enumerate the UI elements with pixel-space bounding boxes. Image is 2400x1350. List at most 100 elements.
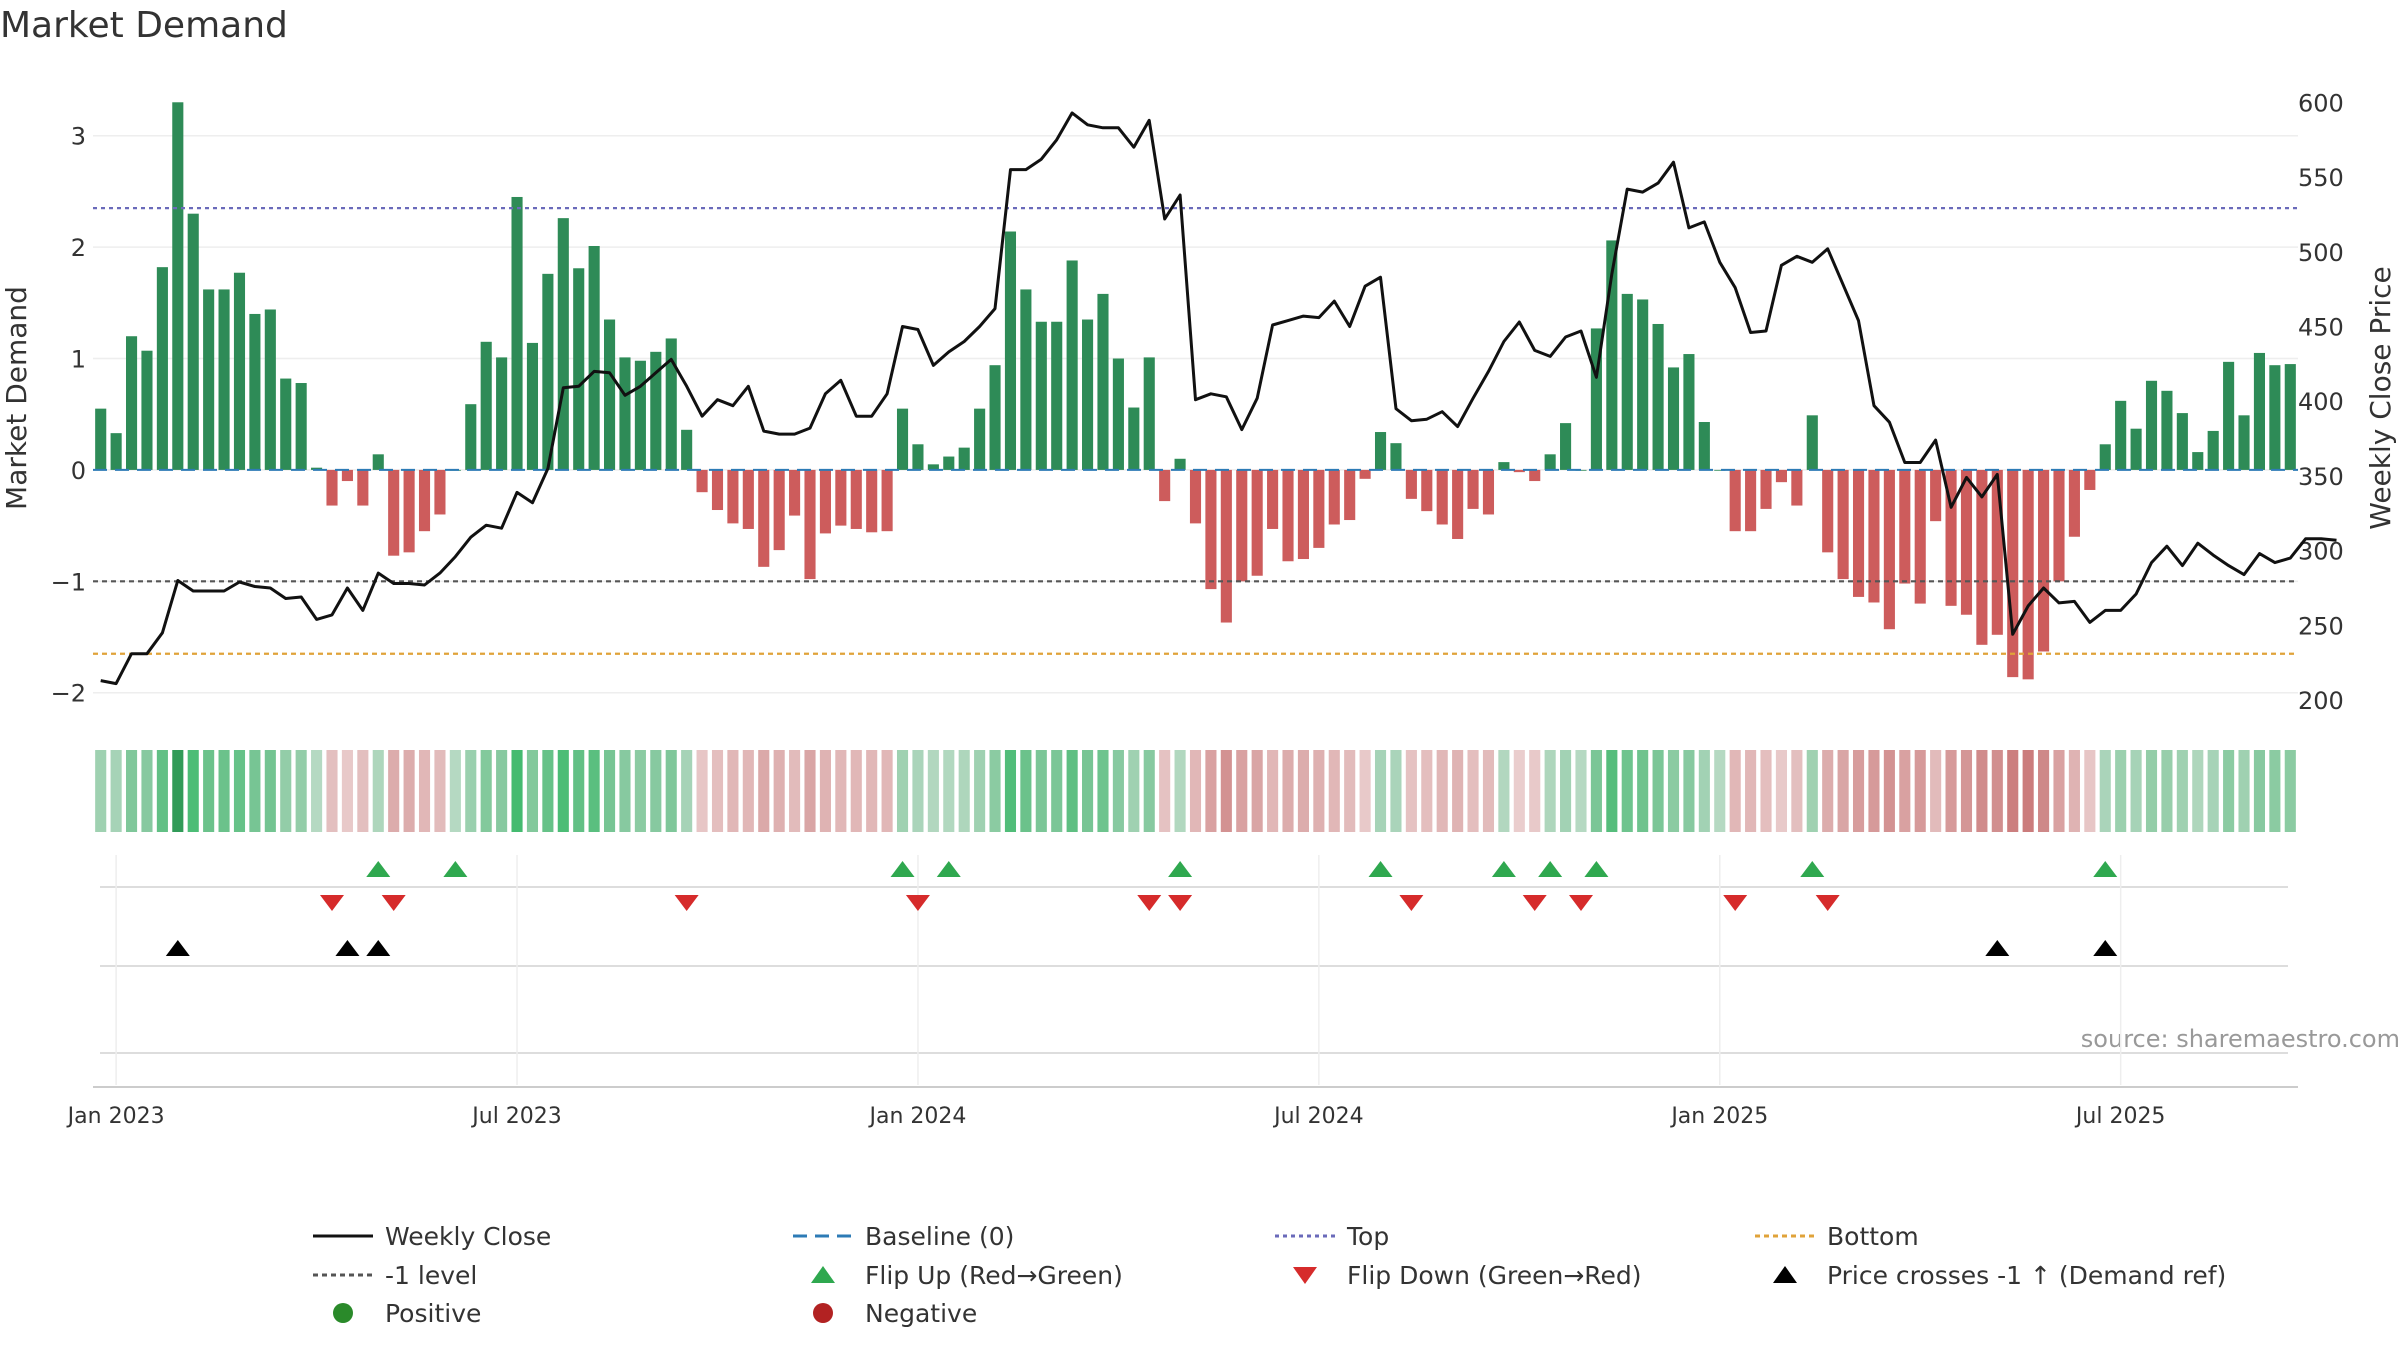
heat-cell bbox=[1452, 750, 1464, 832]
y2-tick-label: 450 bbox=[2298, 314, 2344, 342]
x-tick-label: Jul 2023 bbox=[470, 1104, 562, 1129]
heat-cell bbox=[2038, 750, 2050, 832]
demand-bar bbox=[1498, 462, 1510, 470]
heat-cell bbox=[1560, 750, 1572, 832]
flip-up-marker bbox=[1538, 861, 1563, 877]
demand-bar bbox=[2038, 469, 2050, 652]
demand-bar bbox=[172, 102, 184, 470]
heat-cell bbox=[1251, 750, 1263, 832]
demand-bar bbox=[1683, 354, 1695, 470]
demand-bar bbox=[2053, 469, 2065, 582]
heat-cell bbox=[1189, 750, 1202, 832]
demand-bar bbox=[604, 319, 616, 470]
flip-up-marker bbox=[1491, 861, 1516, 877]
demand-bar bbox=[1405, 469, 1417, 499]
demand-bar bbox=[789, 469, 801, 516]
heat-cell bbox=[1745, 750, 1757, 832]
demand-bar bbox=[2007, 469, 2019, 678]
heat-cell bbox=[141, 750, 153, 832]
heat-cell bbox=[2115, 750, 2127, 832]
demand-bar bbox=[1143, 357, 1155, 470]
heat-cell bbox=[1868, 750, 1880, 832]
flip-up-marker bbox=[1800, 861, 1825, 877]
demand-bar bbox=[634, 360, 646, 470]
x-tick-label: Jan 2024 bbox=[867, 1104, 966, 1129]
heat-cell bbox=[1667, 750, 1680, 832]
y2-axis-label: Weekly Close Price bbox=[2364, 266, 2397, 529]
heat-cell bbox=[1852, 750, 1865, 832]
heat-cell bbox=[233, 750, 246, 832]
flip-up-marker bbox=[1168, 861, 1193, 877]
price-cross-marker bbox=[1985, 940, 2010, 956]
demand-bar bbox=[974, 408, 986, 470]
demand-bar bbox=[526, 342, 539, 470]
heat-cell bbox=[1051, 750, 1063, 832]
heat-cell bbox=[125, 750, 138, 832]
heat-cell bbox=[280, 750, 292, 832]
heat-cell bbox=[1159, 750, 1171, 832]
demand-bar bbox=[1344, 469, 1356, 521]
flip-up-marker bbox=[1584, 861, 1609, 877]
flip-down-marker bbox=[320, 895, 345, 911]
price-cross-marker bbox=[2093, 940, 2118, 956]
heat-cell bbox=[850, 750, 862, 832]
demand-bar bbox=[1991, 469, 2003, 635]
heat-cell bbox=[1729, 750, 1741, 832]
price-cross-marker bbox=[366, 940, 391, 956]
heat-cell bbox=[1698, 750, 1710, 832]
heat-cell bbox=[989, 750, 1001, 832]
price-series bbox=[100, 111, 2337, 686]
heat-cell bbox=[1791, 750, 1803, 832]
heat-cell bbox=[1066, 750, 1078, 832]
demand-bar bbox=[203, 289, 215, 470]
demand-bar bbox=[1020, 289, 1032, 470]
demand-bar bbox=[927, 464, 939, 470]
y2-tick-label: 550 bbox=[2298, 164, 2344, 192]
demand-bar bbox=[727, 469, 739, 524]
heat-cell bbox=[896, 750, 909, 832]
demand-bar bbox=[773, 469, 785, 551]
demand-bar bbox=[156, 267, 168, 470]
demand-bar bbox=[1899, 469, 1911, 584]
demand-bar bbox=[418, 469, 431, 532]
heat-cell bbox=[2053, 750, 2065, 832]
demand-bar bbox=[233, 272, 246, 470]
y-tick-label: 0 bbox=[71, 457, 86, 485]
legend-swatch bbox=[811, 1266, 835, 1283]
demand-bar bbox=[1960, 469, 1973, 615]
demand-bar bbox=[989, 365, 1001, 470]
heat-cell bbox=[295, 750, 307, 832]
demand-bar bbox=[357, 469, 369, 506]
demand-bar bbox=[1313, 469, 1325, 548]
heat-cell bbox=[727, 750, 739, 832]
signal-rows bbox=[100, 855, 2288, 1085]
heat-cell bbox=[974, 750, 986, 832]
demand-bar bbox=[588, 245, 600, 470]
flip-up-marker bbox=[1368, 861, 1393, 877]
demand-bar bbox=[1066, 260, 1078, 470]
demand-bar bbox=[403, 469, 415, 553]
heat-cell bbox=[542, 750, 554, 832]
heat-cell bbox=[1313, 750, 1325, 832]
flip-down-marker bbox=[1168, 895, 1193, 911]
demand-bar bbox=[1267, 469, 1279, 529]
heat-cell bbox=[1004, 750, 1017, 832]
heat-cell bbox=[711, 750, 724, 832]
heat-cell bbox=[1991, 750, 2003, 832]
demand-bar bbox=[2207, 430, 2219, 470]
demand-bar bbox=[1159, 469, 1171, 502]
demand-bar bbox=[2115, 400, 2127, 470]
flip-down-marker bbox=[1137, 895, 1162, 911]
flip-down-marker bbox=[1723, 895, 1748, 911]
demand-bar bbox=[1698, 422, 1710, 470]
heat-cell bbox=[1467, 750, 1479, 832]
demand-bar bbox=[388, 469, 400, 556]
heat-cell bbox=[1020, 750, 1032, 832]
legend-label: -1 level bbox=[385, 1261, 477, 1290]
heat-cell bbox=[665, 750, 677, 832]
heat-cell bbox=[2161, 750, 2173, 832]
heat-cell bbox=[1143, 750, 1155, 832]
x-tick-label: Jan 2023 bbox=[66, 1104, 165, 1129]
y2-tick-label: 300 bbox=[2298, 538, 2344, 566]
demand-bar bbox=[1606, 240, 1618, 470]
